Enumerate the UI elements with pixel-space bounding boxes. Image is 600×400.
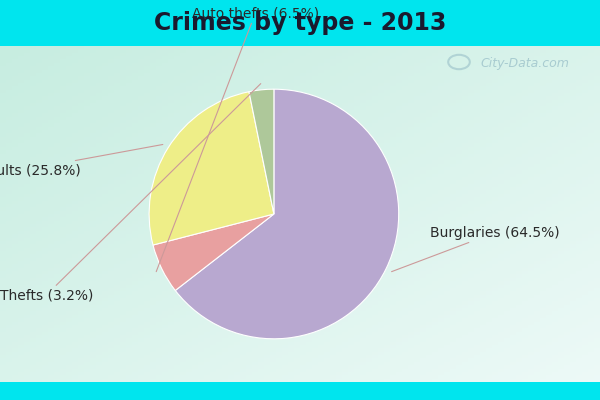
Text: City-Data.com: City-Data.com: [480, 58, 569, 70]
Wedge shape: [153, 214, 274, 290]
Text: Thefts (3.2%): Thefts (3.2%): [0, 84, 261, 302]
Text: Auto thefts (6.5%): Auto thefts (6.5%): [156, 6, 319, 272]
Text: Crimes by type - 2013: Crimes by type - 2013: [154, 11, 446, 35]
Wedge shape: [175, 89, 398, 339]
Text: Assaults (25.8%): Assaults (25.8%): [0, 144, 163, 177]
Wedge shape: [149, 92, 274, 245]
Text: Burglaries (64.5%): Burglaries (64.5%): [392, 226, 560, 272]
Wedge shape: [249, 89, 274, 214]
